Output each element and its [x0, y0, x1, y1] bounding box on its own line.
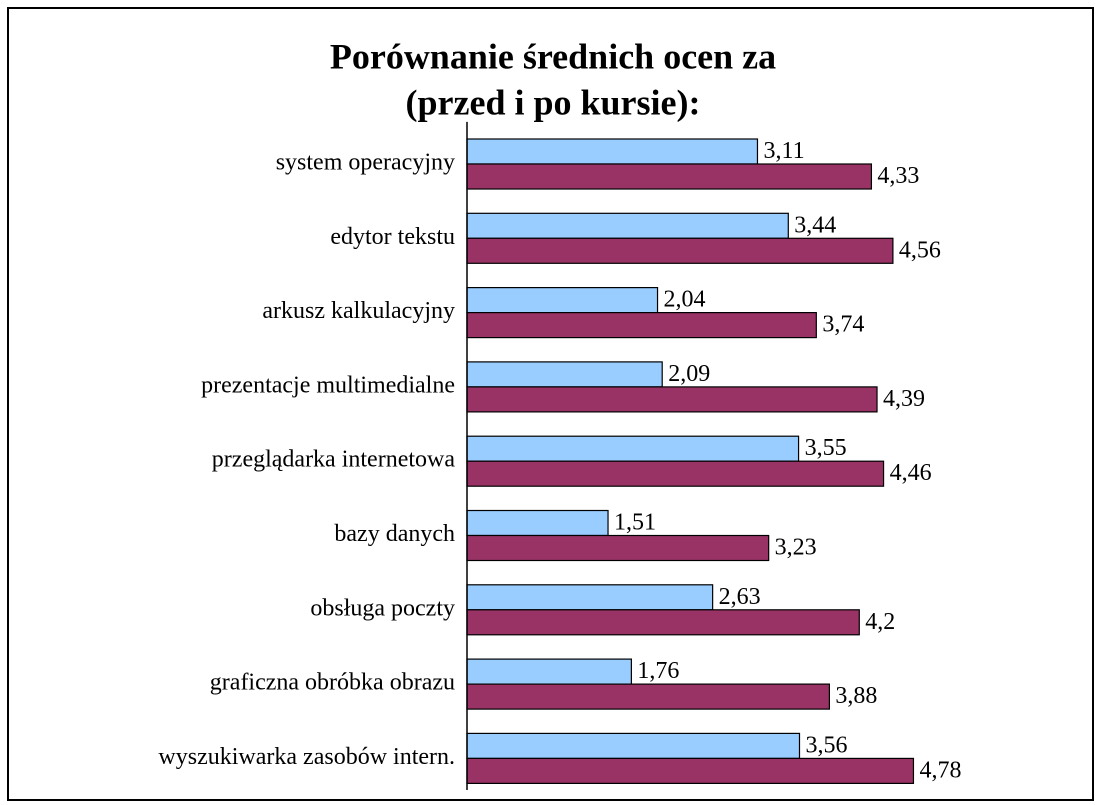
- value-label: 2,63: [719, 584, 761, 610]
- value-label: 3,74: [822, 312, 864, 338]
- value-label: 4,39: [883, 386, 925, 412]
- category-label: arkusz kalkulacyjny: [262, 298, 455, 324]
- bar: [466, 386, 878, 413]
- bar: [466, 460, 885, 487]
- bar: [466, 237, 894, 264]
- bar: [466, 534, 770, 562]
- chart-subtitle: (przed i po kursie):: [406, 82, 701, 122]
- bar: [466, 609, 860, 636]
- bar: [466, 732, 801, 760]
- bar: [466, 212, 789, 239]
- value-label: 4,33: [877, 163, 919, 189]
- chart-title: Porównanie średnich ocen za: [330, 36, 776, 76]
- bar: [466, 163, 873, 190]
- bar: [466, 435, 800, 462]
- category-label: system operacyjny: [276, 150, 455, 176]
- bar: [466, 584, 714, 611]
- value-label: 2,04: [664, 287, 706, 313]
- bar: [466, 138, 759, 165]
- category-label: obsługa poczty: [310, 595, 455, 621]
- category-label: graficzna obróbka obrazu: [210, 670, 455, 696]
- category-label: prezentacje multimedialne: [201, 372, 455, 398]
- value-label: 3,11: [763, 138, 804, 164]
- value-label: 4,78: [919, 757, 961, 783]
- category-label: edytor tekstu: [330, 224, 455, 250]
- bar: [466, 509, 609, 537]
- value-label: 3,55: [805, 435, 847, 461]
- category-label: przeglądarka internetowa: [212, 447, 456, 473]
- bar: [466, 312, 817, 339]
- bar: [466, 683, 830, 710]
- value-label: 3,88: [835, 683, 877, 709]
- value-label: 2,09: [668, 361, 710, 387]
- value-label: 3,56: [806, 732, 848, 758]
- bar: [466, 361, 663, 388]
- value-label: 4,46: [890, 460, 932, 486]
- value-label: 1,76: [637, 658, 679, 684]
- category-label: wyszukiwarka zasobów intern.: [158, 744, 455, 770]
- bar: [466, 658, 632, 685]
- bar: [466, 287, 659, 314]
- value-label: 3,23: [775, 535, 817, 561]
- value-label: 1,51: [614, 510, 656, 536]
- value-label: 4,56: [899, 237, 941, 263]
- value-label: 4,2: [865, 609, 895, 635]
- category-label: bazy danych: [334, 521, 455, 547]
- value-label: 3,44: [794, 212, 836, 238]
- bar: [466, 757, 915, 785]
